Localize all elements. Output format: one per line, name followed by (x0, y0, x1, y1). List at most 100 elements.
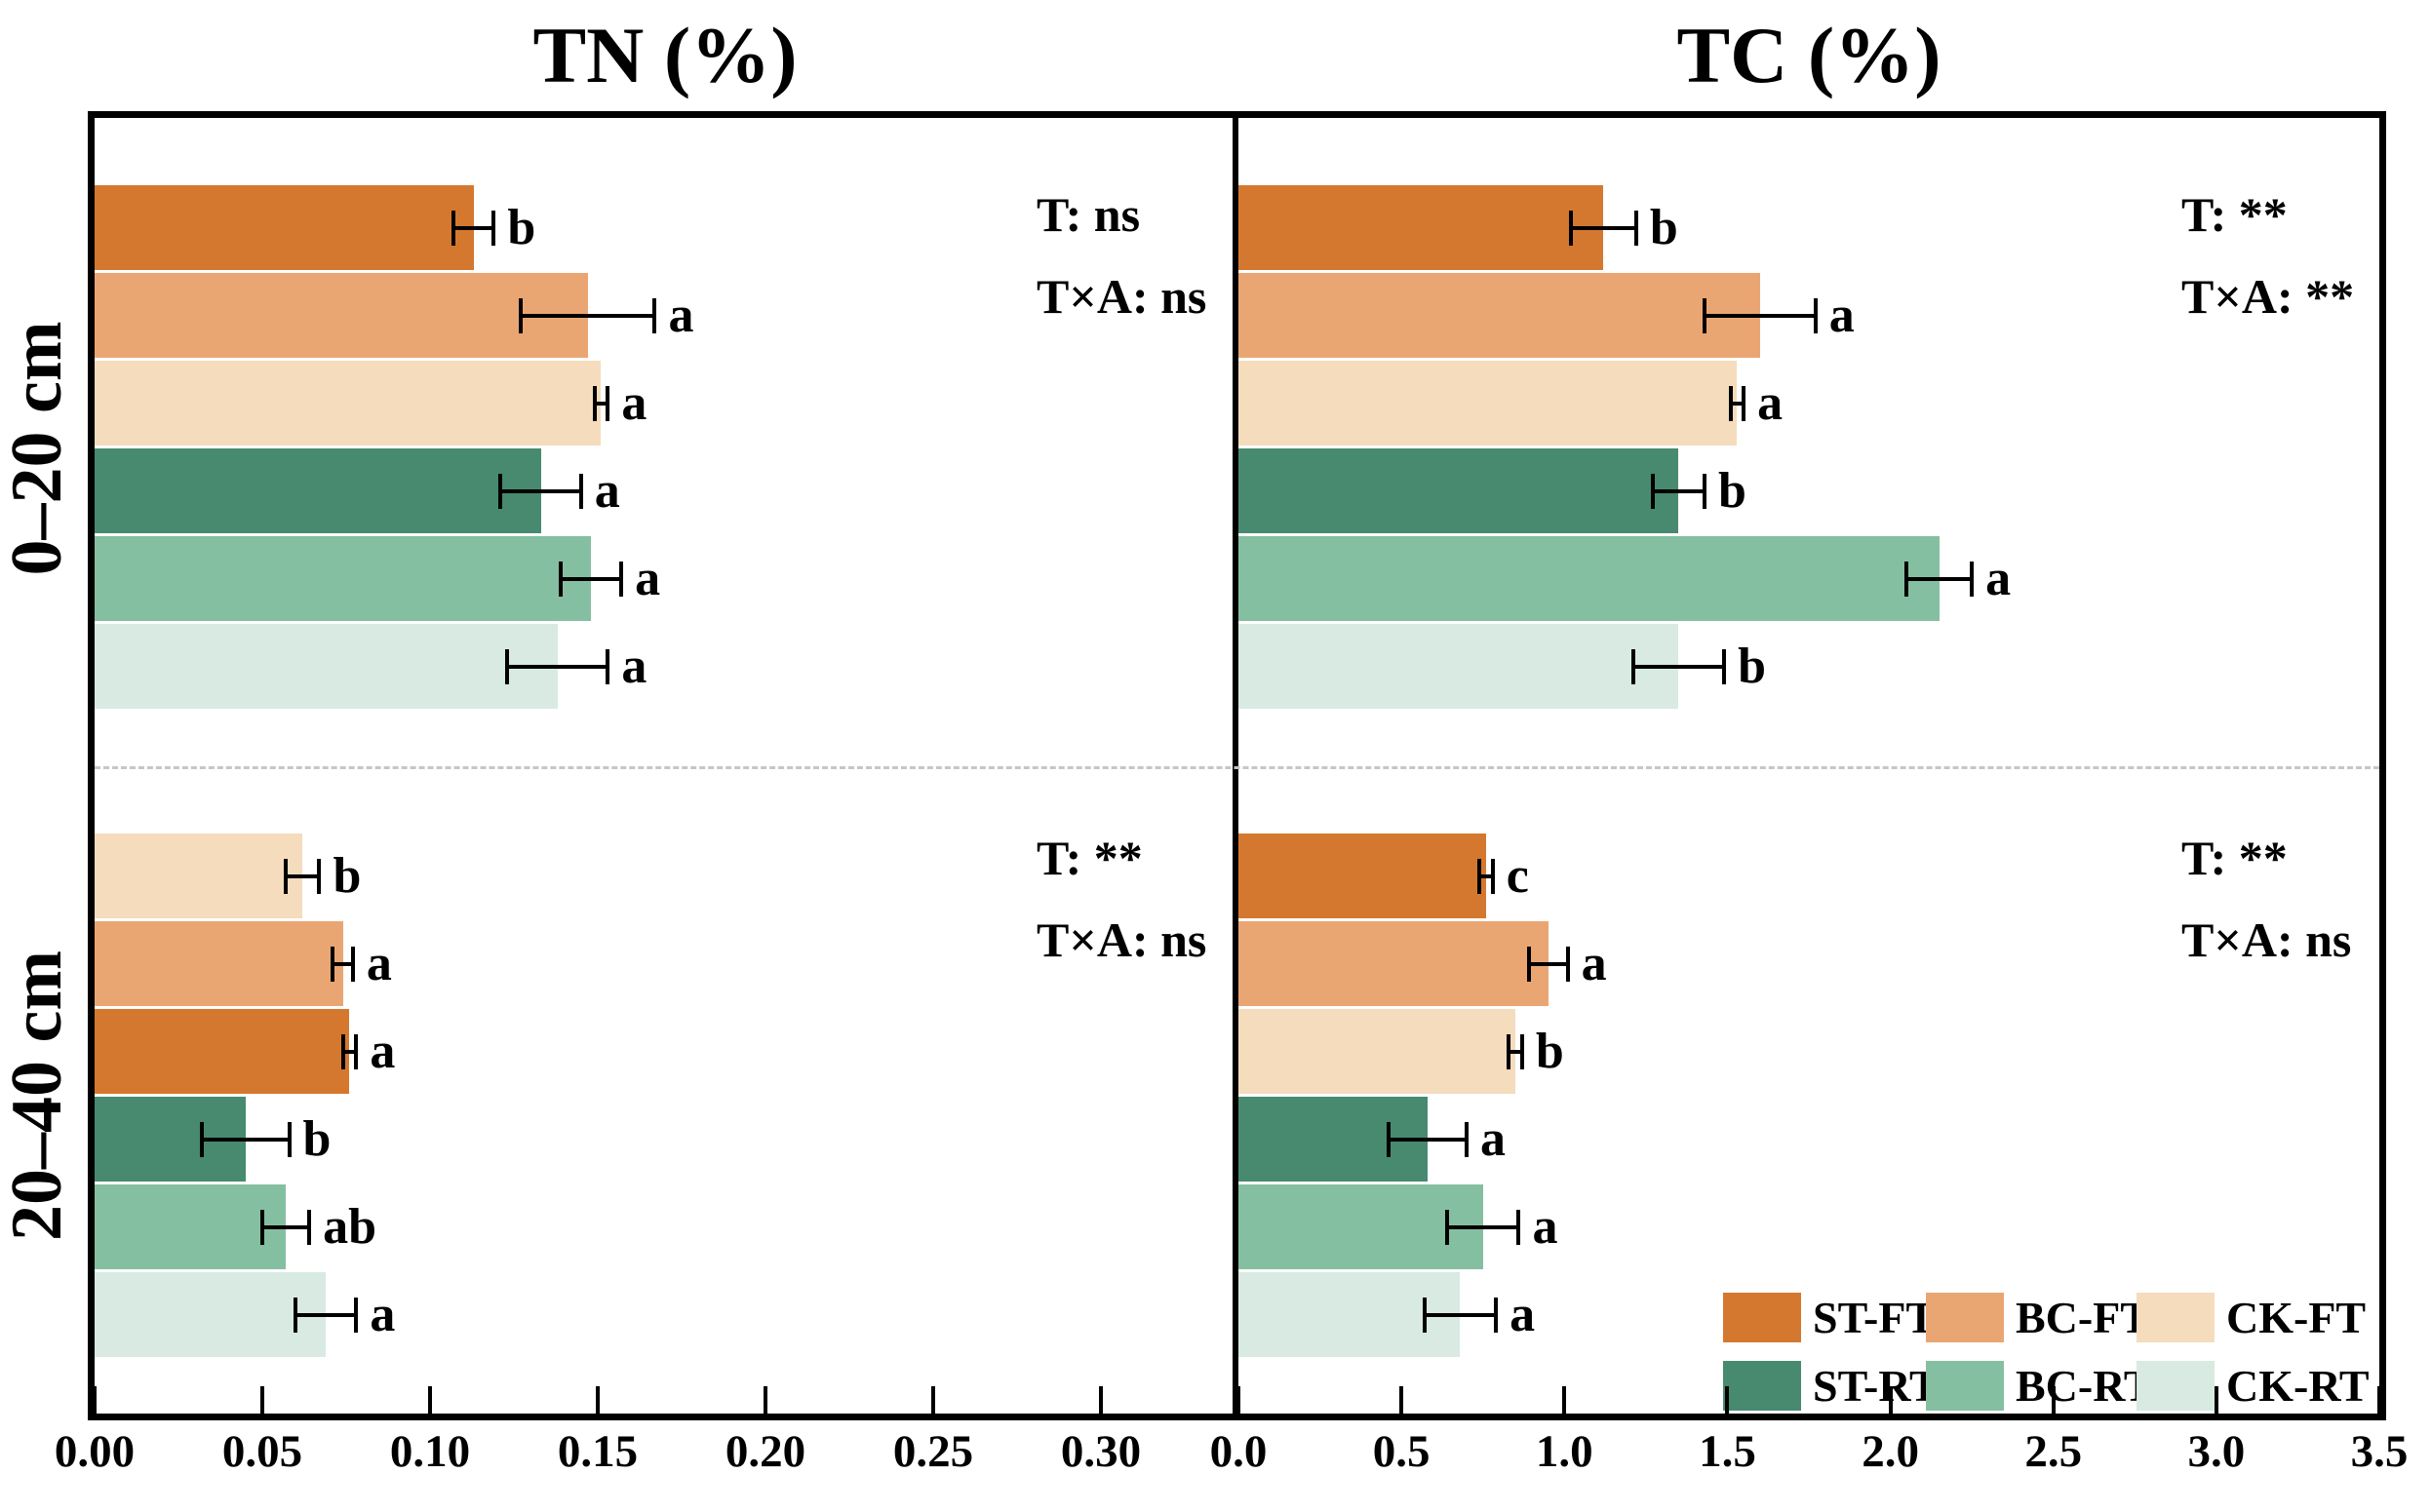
significance-letter: a (1828, 287, 1855, 343)
bar-TC-1-BC-FT (1238, 921, 1549, 1006)
stats-tc-0-20: T: ** T×A: ** (2181, 174, 2354, 337)
error-bar-cap-left (592, 385, 597, 421)
x-axis-tick (2214, 1386, 2218, 1414)
error-bar-cap-left (1507, 1033, 1511, 1069)
error-bar (342, 1049, 357, 1054)
error-bar (1479, 873, 1493, 878)
significance-letter: b (507, 199, 536, 255)
bar-TN-0-BC-RT (95, 536, 592, 621)
legend-row-1: ST-FT BC-FT CK-FT (1723, 1293, 2370, 1342)
error-bar (1730, 401, 1745, 406)
legend-label-bc-ft: BC-FT (2016, 1293, 2150, 1342)
legend-item-bc-ft: BC-FT (1926, 1293, 2150, 1342)
x-axis-tick (1725, 1386, 1730, 1414)
significance-letter: c (1506, 847, 1529, 904)
x-axis-tick (1399, 1386, 1404, 1414)
x-axis-tick (2377, 1386, 2382, 1414)
stats-line-txa: T×A: ns (2181, 912, 2352, 967)
legend-label-st-rt: ST-RT (1813, 1361, 1940, 1411)
error-bar-cap-right (1465, 1121, 1469, 1157)
error-bar-cap-right (307, 1209, 312, 1245)
error-bar-cap-right (1813, 297, 1818, 333)
error-bar-cap-left (451, 210, 456, 246)
error-bar (561, 576, 622, 581)
error-bar (453, 225, 494, 230)
error-bar-cap-left (1703, 297, 1707, 333)
significance-letter: b (1649, 199, 1678, 255)
bar-TC-0-CK-RT (1238, 624, 1679, 709)
error-bar-cap-right (317, 858, 322, 894)
error-bar (1652, 488, 1706, 493)
legend-swatch-st-rt (1723, 1361, 1801, 1411)
depth-separator-line (95, 766, 2379, 769)
x-axis-tick-label: 0.10 (389, 1426, 471, 1477)
error-bar-cap-left (331, 946, 335, 982)
bar-TC-0-ST-RT (1238, 448, 1679, 533)
significance-letter: b (1738, 638, 1767, 694)
error-bar-cap-right (1970, 561, 1975, 597)
bar-TN-1-BC-RT (95, 1184, 287, 1269)
x-axis-tick-label: 3.0 (2187, 1426, 2246, 1477)
error-bar-cap-right (578, 473, 583, 509)
x-axis-tick-label: 2.0 (1862, 1426, 1919, 1477)
stats-line-txa: T×A: ns (1037, 912, 1207, 967)
error-bar (1705, 313, 1816, 318)
bar-TC-0-BC-RT (1238, 536, 1940, 621)
y-axis-label-0-20cm: 0–20 cm (0, 321, 77, 576)
bar-TC-1-CK-FT (1238, 1009, 1516, 1094)
legend-label-ck-ft: CK-FT (2226, 1293, 2367, 1342)
x-axis-tick (2051, 1386, 2056, 1414)
x-axis-tick-label: 2.5 (2024, 1426, 2083, 1477)
legend-swatch-ck-ft (2137, 1293, 2215, 1342)
legend-label-bc-rt: BC-RT (2016, 1361, 2154, 1411)
x-axis-tick (931, 1386, 935, 1414)
x-axis-tick (596, 1386, 600, 1414)
significance-letter: a (1581, 935, 1607, 991)
error-bar-cap-left (340, 1033, 345, 1069)
error-bar (507, 664, 608, 669)
x-axis-tick (1099, 1386, 1103, 1414)
x-axis-tick-label: 1.0 (1535, 1426, 1593, 1477)
x-axis-tick-label: 0.15 (557, 1426, 639, 1477)
significance-letter: b (302, 1110, 332, 1167)
legend-swatch-bc-ft (1926, 1293, 2004, 1342)
error-bar-cap-left (559, 561, 564, 597)
legend-item-bc-rt: BC-RT (1926, 1361, 2154, 1411)
error-bar-cap-right (1494, 1297, 1499, 1333)
x-axis-tick (1888, 1386, 1893, 1414)
x-axis-tick-label: 3.5 (2350, 1426, 2409, 1477)
significance-letter: a (635, 550, 661, 606)
bar-TN-0-ST-FT (95, 185, 474, 270)
error-bar-cap-left (1422, 1297, 1427, 1333)
bar-TN-0-CK-RT (95, 624, 558, 709)
significance-letter: b (1718, 462, 1746, 519)
legend-swatch-st-ft (1723, 1293, 1801, 1342)
significance-letter: a (1532, 1198, 1558, 1255)
error-bar-cap-left (1650, 473, 1655, 509)
stats-tn-0-20: T: ns T×A: ns (1037, 174, 1206, 337)
panel-title-tc: TC (%) (1676, 11, 1941, 99)
bar-TN-1-CK-FT (95, 834, 303, 918)
error-bar-cap-left (505, 648, 510, 684)
error-bar (500, 488, 581, 493)
error-bar (262, 1224, 310, 1229)
x-axis-tick (428, 1386, 432, 1414)
stats-line-t: T: ** (1037, 831, 1143, 885)
error-bar-cap-right (1633, 210, 1638, 246)
legend-item-ck-ft: CK-FT (2137, 1293, 2366, 1342)
error-bar-cap-right (1742, 385, 1746, 421)
error-bar-cap-right (619, 561, 624, 597)
error-bar (520, 313, 655, 318)
error-bar-cap-left (1526, 946, 1531, 982)
error-bar-cap-right (606, 385, 610, 421)
x-axis-tick-label: 0.20 (725, 1426, 806, 1477)
error-bar (1906, 576, 1973, 581)
error-bar-cap-right (354, 1297, 359, 1333)
bar-TN-0-BC-FT (95, 273, 588, 358)
error-bar-cap-right (606, 648, 610, 684)
error-bar (1388, 1137, 1467, 1142)
error-bar-cap-left (1444, 1209, 1449, 1245)
plot-area: ST-FT BC-FT CK-FT ST-RT BC-RT (88, 111, 2386, 1420)
x-axis-tick (1562, 1386, 1567, 1414)
